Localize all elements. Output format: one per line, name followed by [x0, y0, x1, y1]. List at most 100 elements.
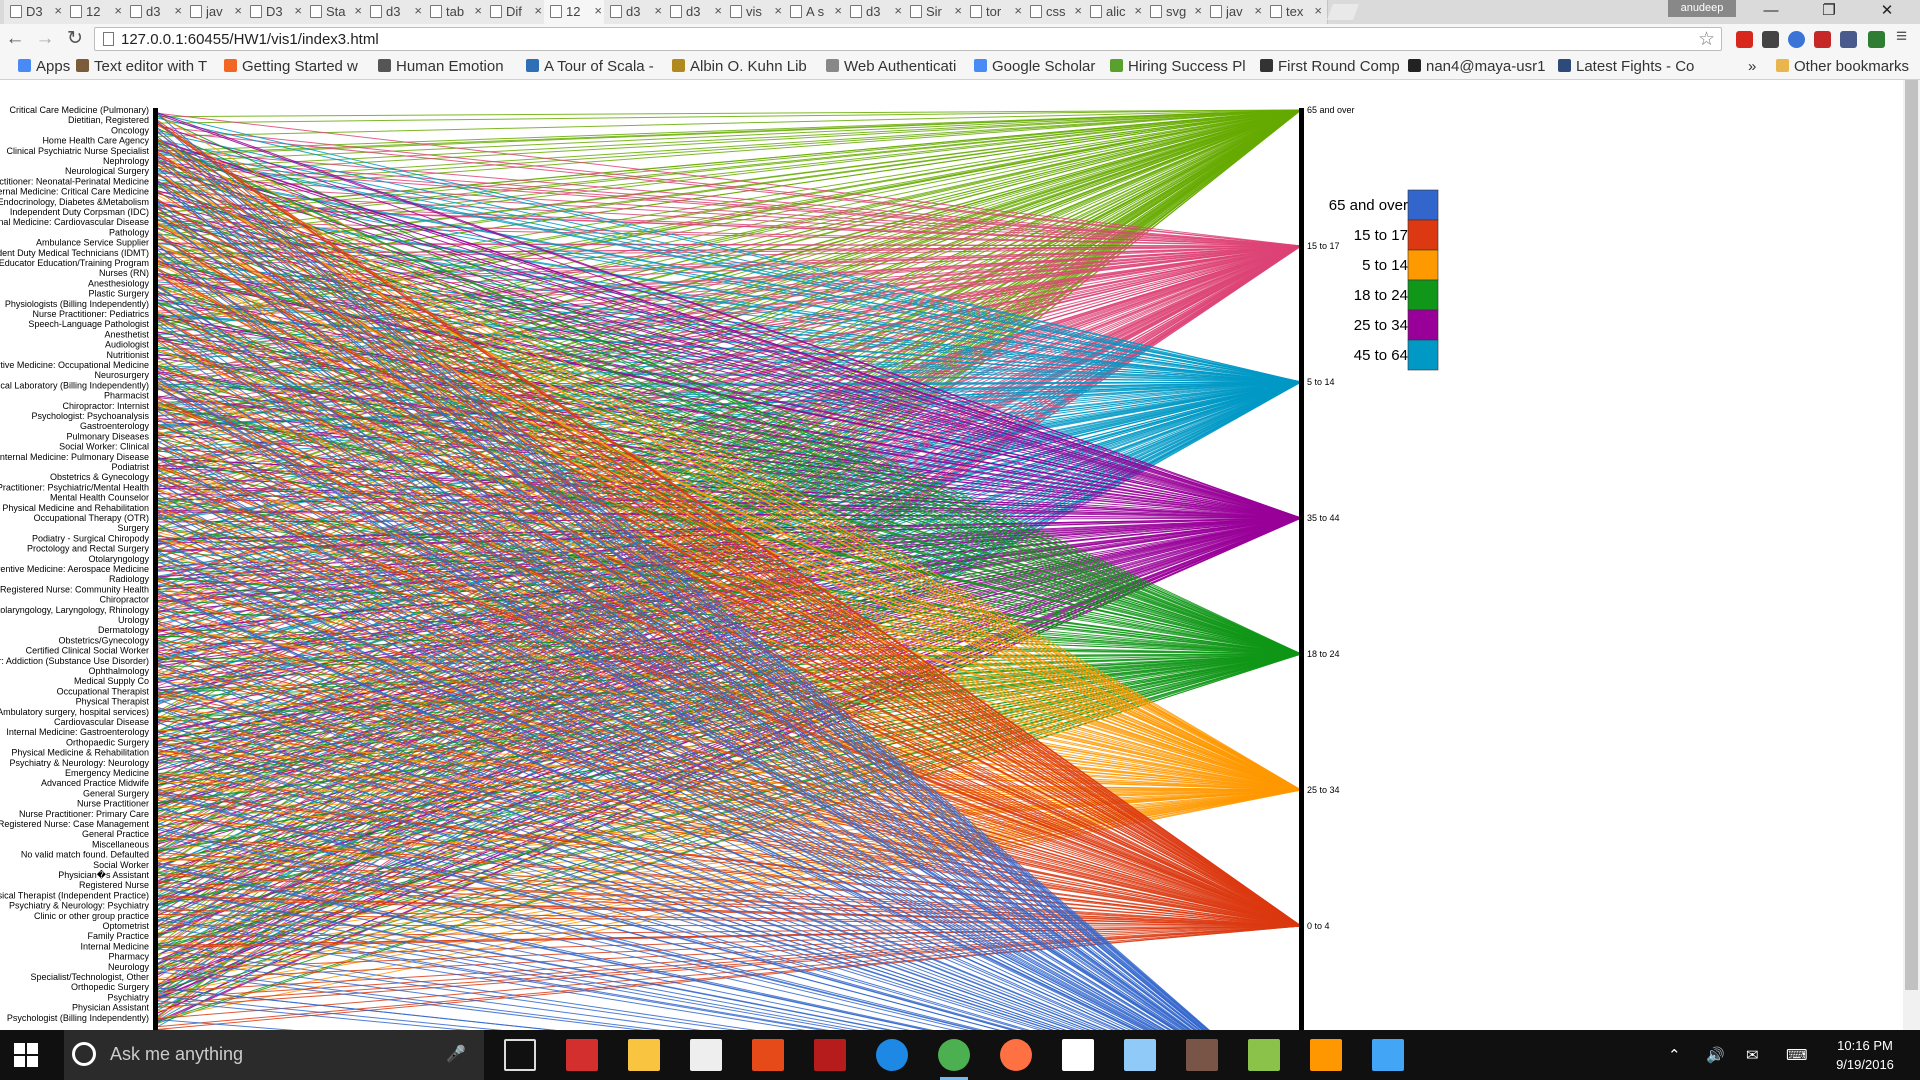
- new-tab-button[interactable]: [1327, 4, 1359, 20]
- browser-tab[interactable]: d3 ×: [664, 0, 728, 24]
- close-tab-icon[interactable]: ×: [294, 3, 302, 18]
- browser-tab[interactable]: jav ×: [1204, 0, 1268, 24]
- notepad-icon[interactable]: [1372, 1039, 1404, 1071]
- forward-icon[interactable]: →: [35, 28, 55, 49]
- tray-chevron-icon[interactable]: ⌃: [1668, 1047, 1681, 1064]
- store-icon[interactable]: [690, 1039, 722, 1071]
- browser-tab[interactable]: D3 ×: [244, 0, 308, 24]
- close-tab-icon[interactable]: ×: [1134, 3, 1142, 18]
- firefox-icon[interactable]: [1000, 1039, 1032, 1071]
- close-tab-icon[interactable]: ×: [834, 3, 842, 18]
- windows-start-icon[interactable]: [14, 1043, 38, 1067]
- bookmark-item[interactable]: Web Authenticati: [826, 58, 956, 75]
- reload-icon[interactable]: ↻: [67, 28, 83, 49]
- search-box[interactable]: Ask me anything 🎤: [64, 1030, 484, 1080]
- browser-tab[interactable]: tab ×: [424, 0, 488, 24]
- bookmark-item[interactable]: Albin O. Kuhn Lib: [672, 58, 807, 75]
- task-view-icon[interactable]: [504, 1039, 536, 1071]
- bookmarks-overflow-icon[interactable]: »: [1748, 58, 1757, 75]
- microphone-icon[interactable]: 🎤: [446, 1046, 466, 1063]
- close-tab-icon[interactable]: ×: [1194, 3, 1202, 18]
- terminal-icon[interactable]: [1186, 1039, 1218, 1071]
- browser-tab[interactable]: Dif ×: [484, 0, 548, 24]
- close-tab-icon[interactable]: ×: [474, 3, 482, 18]
- close-tab-icon[interactable]: ×: [894, 3, 902, 18]
- close-tab-icon[interactable]: ×: [714, 3, 722, 18]
- browser-tab[interactable]: d3 ×: [364, 0, 428, 24]
- bookmark-item[interactable]: Human Emotion: [378, 58, 504, 75]
- browser-tab[interactable]: tex ×: [1264, 0, 1328, 24]
- browser-tab[interactable]: d3 ×: [124, 0, 188, 24]
- browser-tab[interactable]: d3 ×: [844, 0, 908, 24]
- reader-app-icon[interactable]: [566, 1039, 598, 1071]
- git-icon[interactable]: [1248, 1039, 1280, 1071]
- notifications-icon[interactable]: ✉: [1746, 1047, 1759, 1064]
- browser-tab[interactable]: d3 ×: [604, 0, 668, 24]
- bookmark-item[interactable]: Latest Fights - Co: [1558, 58, 1694, 75]
- file-explorer-icon[interactable]: [628, 1039, 660, 1071]
- close-tab-icon[interactable]: ×: [774, 3, 782, 18]
- browser-tab[interactable]: tor ×: [964, 0, 1028, 24]
- back-icon[interactable]: ←: [5, 28, 25, 49]
- maximize-icon[interactable]: ❐: [1822, 2, 1836, 19]
- vlc-icon[interactable]: [1310, 1039, 1342, 1071]
- close-tab-icon[interactable]: ×: [654, 3, 662, 18]
- bookmark-item[interactable]: Text editor with T: [76, 58, 207, 75]
- bookmark-item[interactable]: Apps: [18, 58, 70, 75]
- scrollbar-thumb[interactable]: [1905, 80, 1918, 990]
- close-tab-icon[interactable]: ×: [1254, 3, 1262, 18]
- volume-icon[interactable]: 🔊: [1706, 1047, 1725, 1064]
- edge-icon[interactable]: [876, 1039, 908, 1071]
- other-bookmarks[interactable]: Other bookmarks: [1776, 58, 1909, 75]
- clock[interactable]: 10:16 PM 9/19/2016: [1820, 1036, 1910, 1074]
- close-tab-icon[interactable]: ×: [1014, 3, 1022, 18]
- browser-tab[interactable]: 12 ×: [544, 0, 608, 24]
- close-tab-icon[interactable]: ×: [534, 3, 542, 18]
- browser-tab[interactable]: 12 ×: [64, 0, 128, 24]
- close-tab-icon[interactable]: ×: [1314, 3, 1322, 18]
- close-window-icon[interactable]: ✕: [1880, 2, 1894, 19]
- browser-tab[interactable]: D3 ×: [4, 0, 68, 24]
- bookmark-item[interactable]: Getting Started w: [224, 58, 358, 75]
- browser-tab[interactable]: jav ×: [184, 0, 248, 24]
- bookmark-item[interactable]: Hiring Success Pl: [1110, 58, 1246, 75]
- powerpoint-icon[interactable]: [752, 1039, 784, 1071]
- adblock-icon[interactable]: [1736, 31, 1753, 48]
- close-tab-icon[interactable]: ×: [234, 3, 242, 18]
- keyboard-icon[interactable]: ⌨: [1786, 1047, 1808, 1064]
- browser-tab[interactable]: svg ×: [1144, 0, 1208, 24]
- bookmark-item[interactable]: First Round Comp: [1260, 58, 1400, 75]
- browser-tab[interactable]: vis ×: [724, 0, 788, 24]
- snipping-icon[interactable]: [1124, 1039, 1156, 1071]
- chrome-icon[interactable]: [938, 1039, 970, 1080]
- bookmark-item[interactable]: nan4@maya-usr1: [1408, 58, 1545, 75]
- close-tab-icon[interactable]: ×: [1074, 3, 1082, 18]
- profile-button[interactable]: anudeep: [1668, 0, 1736, 17]
- close-tab-icon[interactable]: ×: [414, 3, 422, 18]
- browser-tab[interactable]: A s ×: [784, 0, 848, 24]
- browser-tab[interactable]: css ×: [1024, 0, 1088, 24]
- menu-icon[interactable]: ≡: [1896, 26, 1908, 47]
- browser-tab[interactable]: Sta ×: [304, 0, 368, 24]
- close-tab-icon[interactable]: ×: [114, 3, 122, 18]
- pdf-extension-icon[interactable]: [1814, 31, 1831, 48]
- vertical-scrollbar[interactable]: [1903, 80, 1920, 1030]
- browser-tab[interactable]: alic ×: [1084, 0, 1148, 24]
- close-tab-icon[interactable]: ×: [594, 3, 602, 18]
- extension-green-icon[interactable]: [1868, 31, 1885, 48]
- close-tab-icon[interactable]: ×: [354, 3, 362, 18]
- close-tab-icon[interactable]: ×: [54, 3, 62, 18]
- close-tab-icon[interactable]: ×: [954, 3, 962, 18]
- sync-extension-icon[interactable]: [1788, 31, 1805, 48]
- browser-tab[interactable]: Sir ×: [904, 0, 968, 24]
- mcafee-icon[interactable]: [814, 1039, 846, 1071]
- bookmark-star-icon[interactable]: ☆: [1697, 29, 1715, 50]
- close-tab-icon[interactable]: ×: [174, 3, 182, 18]
- bookmark-item[interactable]: A Tour of Scala -: [526, 58, 654, 75]
- address-bar[interactable]: 127.0.0.1:60455/HW1/vis1/index3.html ☆: [94, 27, 1722, 51]
- app-icon[interactable]: [1062, 1039, 1094, 1071]
- minimize-icon[interactable]: —: [1763, 2, 1779, 19]
- extension-icon[interactable]: [1840, 31, 1857, 48]
- bookmark-item[interactable]: Google Scholar: [974, 58, 1095, 75]
- pocket-icon[interactable]: [1762, 31, 1779, 48]
